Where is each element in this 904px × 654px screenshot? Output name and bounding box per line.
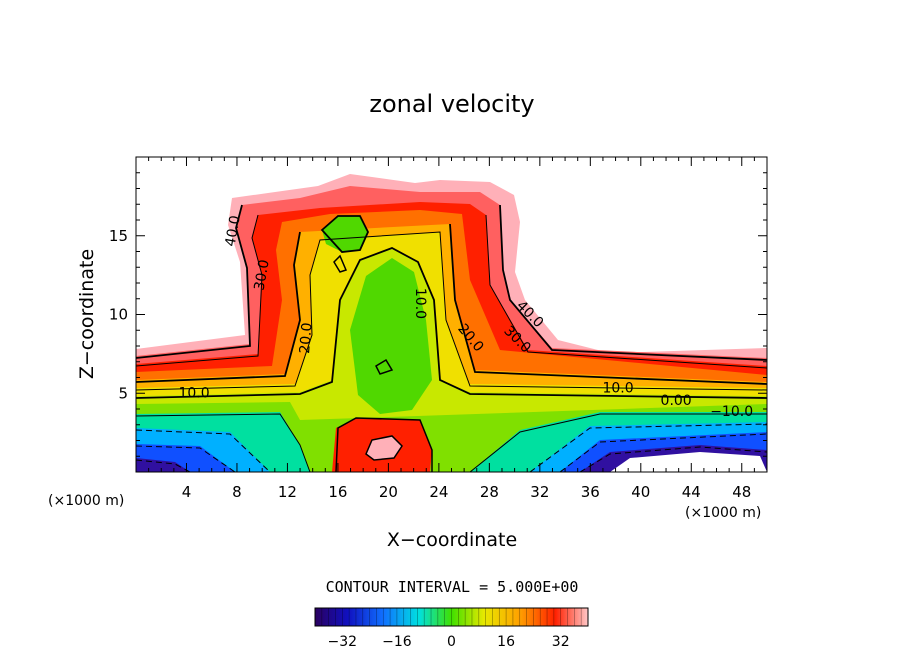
x-tick-label: 48 [732, 483, 751, 501]
contour-labels: 40.030.020.010.020.0 30.040.010.0 10.00.00… [178, 214, 753, 420]
x-tick-label: 44 [682, 483, 701, 501]
colorbar-tick-label: 32 [552, 634, 570, 650]
colorbar-tick-label: −16 [382, 634, 412, 650]
x-tick-label: 16 [328, 483, 347, 501]
colorbar-tick-label: 16 [497, 634, 515, 650]
contour-label: 10.0 [412, 288, 428, 319]
x-tick-label: 24 [429, 483, 448, 501]
chart-title: zonal velocity [369, 90, 534, 118]
y-tick-label: 15 [109, 227, 128, 245]
y-axis-label: Z−coordinate [76, 249, 98, 379]
contour-field [136, 174, 767, 472]
colorbar-tick-label: 0 [447, 634, 456, 650]
contour-label: 0.00 [661, 393, 692, 409]
colorbar-tick-label: −32 [328, 634, 358, 650]
x-tick-label: 40 [631, 483, 650, 501]
contour-lines [136, 204, 767, 472]
x-tick-label: 4 [182, 483, 192, 501]
y-tick-label: 5 [118, 384, 128, 402]
x-tick-label: 36 [581, 483, 600, 501]
white-pocket [610, 452, 767, 472]
x-tick-label: 12 [278, 483, 297, 501]
x-axis-label: X−coordinate [387, 529, 517, 551]
colorbar-ticks: −32 −16 0 16 32 [321, 608, 582, 650]
contour-label: 20.0 [297, 322, 316, 354]
contour-label: 40.0 [223, 214, 244, 247]
x-tick-label: 20 [379, 483, 398, 501]
contour-label: 30.0 [252, 258, 273, 291]
core-green [350, 258, 432, 414]
contour-label: 10.0 [178, 385, 209, 401]
y-tick-label: 10 [109, 306, 128, 324]
contour-label: 10.0 [602, 381, 633, 397]
x-unit-left: (×1000 m) [48, 493, 124, 509]
x-tick-label: 28 [480, 483, 499, 501]
contour-label: −10.0 [710, 404, 753, 420]
colorbar [314, 607, 589, 627]
lower-pink-blob [366, 436, 402, 460]
contour-interval-text: CONTOUR INTERVAL = 5.000E+00 [326, 578, 579, 596]
x-tick-label: 32 [530, 483, 549, 501]
x-tick-label: 8 [232, 483, 242, 501]
x-unit-right: (×1000 m) [685, 505, 761, 521]
